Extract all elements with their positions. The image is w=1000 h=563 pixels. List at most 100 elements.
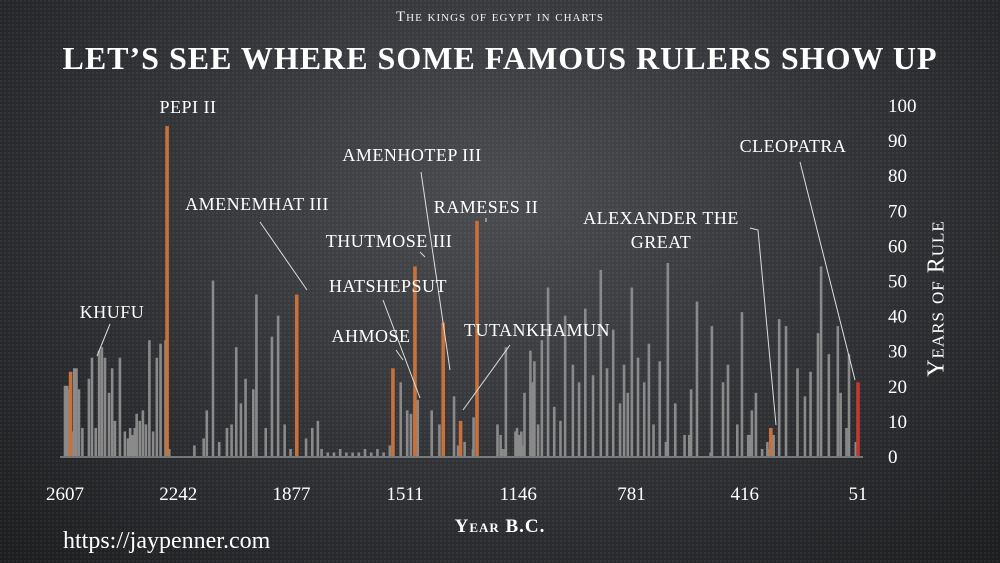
ruler-bar	[746, 434, 750, 456]
ruler-bar	[135, 413, 138, 456]
y-tick-label: 20	[888, 377, 907, 398]
ruler-bar	[839, 392, 842, 456]
ruler-bar	[304, 438, 308, 456]
ruler-bar	[496, 424, 499, 456]
ruler-bar	[636, 357, 640, 456]
highlight-bar-alexander-the-great	[769, 427, 773, 456]
ruler-bar	[100, 347, 104, 456]
ruler-bar	[536, 424, 540, 456]
leader-amenhotep-iii	[420, 171, 451, 371]
ruler-bar	[642, 382, 646, 456]
ruler-bar	[276, 315, 280, 456]
ruler-bar	[695, 301, 699, 456]
ruler-bar	[772, 434, 775, 456]
ruler-bar	[683, 434, 686, 456]
ruler-bar	[514, 431, 517, 456]
ruler-bar	[289, 448, 292, 456]
ruler-bar	[416, 399, 420, 456]
highlight-bar-amenemhat-iii	[294, 294, 299, 456]
ruler-bar	[618, 403, 622, 456]
ruler-bar	[252, 389, 255, 456]
ruler-bar	[605, 368, 609, 456]
ruler-bar	[658, 361, 662, 456]
ruler-bar	[73, 368, 76, 456]
ruler-bar	[529, 350, 532, 456]
ruler-bar	[517, 434, 521, 456]
x-tick-label: 2607	[46, 484, 84, 505]
ruler-bar	[626, 392, 630, 456]
ruler-bar	[531, 382, 535, 456]
y-tick-label: 80	[888, 166, 907, 187]
ruler-bar	[205, 410, 209, 456]
ruler-bar	[766, 441, 769, 456]
ruler-bar	[523, 392, 526, 456]
highlight-bar-thutmose-iii	[413, 266, 417, 456]
ruler-bar	[673, 403, 677, 456]
ruler-bar	[382, 452, 385, 456]
source-url: https://jaypenner.com	[63, 528, 271, 554]
x-axis-ticks: 2607 2242 1877 1511 1146 781 416 51	[46, 484, 868, 505]
ruler-bar	[647, 343, 651, 456]
ruler-bar	[726, 364, 730, 456]
ruler-bar	[133, 427, 137, 456]
ruler-bar	[591, 375, 595, 456]
ruler-bar	[128, 427, 132, 456]
ruler-bar	[283, 424, 286, 456]
ruler-bar	[234, 347, 238, 456]
ruler-bar	[622, 364, 626, 456]
ruler-bar	[664, 441, 668, 456]
ruler-bar	[533, 361, 536, 456]
y-tick-label: 30	[888, 342, 907, 363]
ruler-bar	[777, 319, 781, 456]
x-tick-label: 1146	[500, 484, 537, 505]
ruler-bar	[159, 343, 162, 456]
highlight-bar-cleopatra	[856, 382, 860, 456]
y-tick-label: 60	[888, 236, 907, 257]
leader-lines	[96, 161, 856, 426]
ruler-bar	[520, 431, 523, 456]
ruler-bar	[571, 364, 575, 456]
y-tick-label: 70	[888, 201, 907, 222]
ruler-bar	[131, 434, 134, 456]
ruler-bar	[847, 354, 851, 456]
ruler-bar	[264, 427, 268, 456]
label-amenemhat-iii: Amenemhat III	[185, 194, 329, 214]
ruler-bar	[409, 413, 413, 456]
y-tick-label: 0	[888, 447, 898, 468]
king-labels: Khufu Pepi II Amenemhat III Ahmose Hatshepsu…	[80, 97, 846, 346]
label-alexander-the-great-line2: Great	[631, 232, 692, 252]
chart-supertitle: The kings of egypt in charts	[395, 9, 605, 25]
ruler-bar	[430, 410, 434, 456]
ruler-bar	[351, 452, 354, 456]
ruler-bar	[583, 308, 587, 456]
ruler-bar	[854, 441, 858, 456]
ruler-bar	[202, 438, 205, 456]
label-pepi-ii: Pepi II	[160, 97, 217, 117]
ruler-bar	[332, 452, 336, 456]
ruler-bar	[472, 417, 475, 456]
ruler-bar	[750, 410, 754, 456]
ruler-bar	[501, 448, 504, 456]
y-axis-ticks: 0 10 20 30 40 50 60 70 80 90 100	[888, 96, 917, 468]
leader-ahmose	[395, 349, 404, 361]
ruler-bar	[255, 294, 258, 456]
leader-alexander-the-great	[749, 227, 777, 426]
ruler-bar	[65, 385, 69, 456]
ruler-bar	[63, 385, 67, 456]
ruler-bar	[345, 452, 348, 456]
ruler-bar	[155, 357, 159, 456]
highlighted-bars	[68, 126, 860, 456]
ruler-bar	[710, 326, 714, 456]
label-alexander-the-great: Alexander the	[583, 208, 739, 228]
ruler-bar	[399, 382, 402, 456]
highlight-bar-ahmose	[391, 368, 395, 456]
leader-cleopatra	[799, 161, 856, 381]
ruler-bar	[107, 392, 111, 456]
y-tick-label: 40	[888, 307, 907, 328]
highlight-bar-amenhotep-iii	[441, 322, 445, 456]
ruler-bar	[316, 420, 320, 456]
label-rameses-ii: Rameses II	[434, 197, 539, 217]
ruler-bar	[217, 441, 221, 456]
ruler-bar	[515, 427, 519, 456]
